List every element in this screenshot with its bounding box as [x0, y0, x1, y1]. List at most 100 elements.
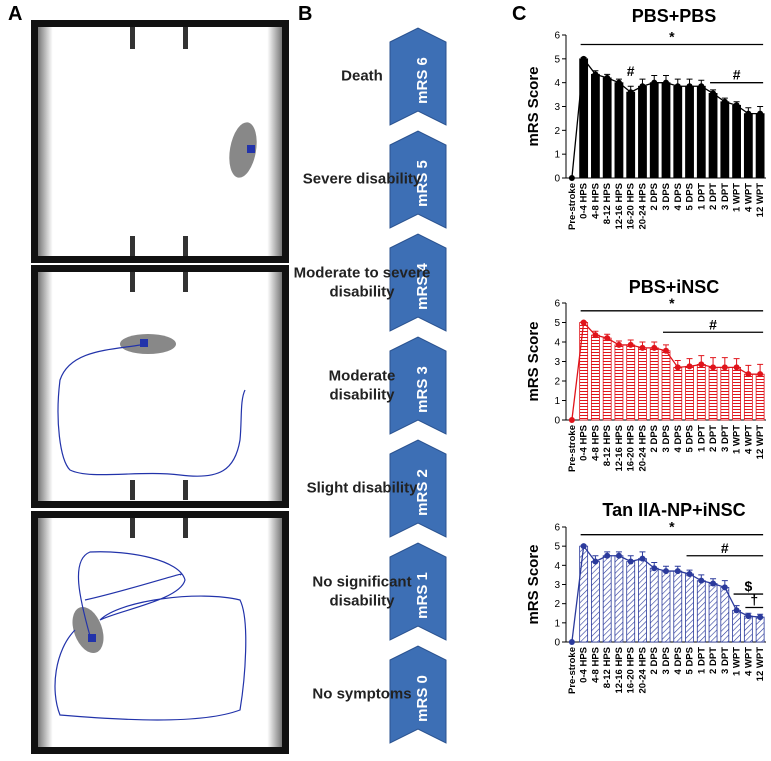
y-axis-label: mRS Score [525, 321, 542, 401]
x-tick-label: 16-20 HPS [626, 647, 637, 693]
y-tick-label: 2 [554, 599, 560, 610]
point [580, 319, 587, 326]
point [592, 558, 599, 565]
x-tick-label: 3 DPT [720, 183, 731, 210]
point [710, 90, 717, 97]
point [568, 417, 575, 423]
point [698, 577, 705, 584]
point [639, 344, 646, 351]
x-tick-label: 5 DPS [685, 183, 696, 210]
bar [696, 85, 706, 179]
y-axis-label: mRS Score [525, 66, 542, 146]
y-tick-label: 1 [554, 618, 560, 629]
x-tick-label: 12 WPT [755, 183, 766, 218]
point [757, 371, 764, 378]
x-tick-label: Pre-stroke [567, 647, 578, 694]
significance-mark: * [669, 519, 675, 535]
photo-1 [31, 20, 289, 263]
bar [638, 347, 647, 421]
x-tick-label: 1 DPT [696, 183, 707, 210]
bar [626, 561, 636, 643]
bar [732, 609, 741, 643]
point [639, 555, 646, 562]
point [568, 175, 575, 181]
x-tick-label: 8-12 HPS [602, 183, 613, 224]
significance-mark: * [669, 29, 675, 45]
bar [649, 567, 659, 643]
scale-chevron [389, 439, 447, 538]
point [757, 110, 764, 117]
point [686, 83, 693, 90]
bar [649, 347, 659, 421]
bar [673, 85, 683, 179]
y-tick-label: 6 [554, 31, 560, 42]
point [721, 584, 728, 591]
x-tick-label: 4 WPT [743, 183, 754, 212]
panel-label: B [298, 3, 312, 25]
scale-grade: mRS 2 [414, 469, 431, 516]
bar [591, 73, 600, 179]
point [721, 364, 728, 371]
bar [626, 91, 636, 179]
y-tick-label: 3 [554, 357, 560, 368]
significance-mark: # [627, 63, 635, 79]
bar [579, 322, 589, 421]
bar [720, 366, 730, 421]
photo-3 [31, 511, 289, 754]
chart-title: PBS+iNSC [629, 277, 720, 297]
point [733, 364, 740, 371]
point [733, 102, 740, 109]
bar [591, 334, 600, 421]
scale-grade: mRS 5 [414, 160, 431, 207]
point [604, 74, 611, 81]
bar [626, 344, 636, 421]
point [604, 552, 611, 559]
x-tick-label: 2 DPS [649, 647, 660, 674]
y-tick-label: 5 [554, 542, 560, 553]
x-tick-label: 2 DPT [708, 183, 719, 210]
significance-mark: # [721, 540, 729, 556]
chart-title: Tan IIA-NP+iNSC [602, 500, 745, 520]
significance-mark: $ [744, 578, 752, 594]
bar [673, 570, 683, 643]
point [745, 110, 752, 117]
bar [720, 586, 730, 643]
point [745, 613, 752, 620]
scale-description: Slight disability [307, 480, 419, 497]
point [592, 71, 599, 78]
bar [661, 570, 671, 643]
scale-description: Death [341, 68, 383, 85]
x-tick-label: 4 DPS [673, 425, 684, 452]
x-tick-label: 12-16 HPS [614, 647, 625, 693]
significance-mark: * [669, 295, 675, 311]
x-tick-label: 8-12 HPS [602, 647, 613, 688]
x-tick-label: 3 DPT [720, 647, 731, 674]
point [663, 347, 669, 354]
panel-label: A [8, 3, 22, 25]
x-tick-label: 4 DPS [673, 183, 684, 210]
x-tick-label: 1 DPT [696, 425, 707, 452]
x-tick-label: 8-12 HPS [602, 425, 613, 466]
y-tick-label: 6 [554, 523, 560, 534]
scale-description: Severe disability [303, 171, 422, 188]
point [674, 83, 681, 90]
x-tick-label: 20-24 HPS [637, 425, 648, 471]
point [615, 341, 622, 348]
x-tick-label: 0-4 HPS [579, 183, 590, 219]
bar [602, 337, 612, 421]
bar [638, 558, 647, 643]
x-tick-label: 4 DPS [673, 647, 684, 674]
y-tick-label: 6 [554, 299, 560, 310]
x-tick-label: 3 DPS [661, 425, 672, 452]
point [663, 79, 669, 86]
bar [638, 85, 647, 179]
bar [602, 77, 612, 179]
bar [614, 82, 624, 179]
point [674, 568, 681, 575]
bar [732, 104, 741, 179]
panel-label: C [512, 3, 526, 25]
point [698, 361, 705, 368]
y-tick-label: 4 [554, 338, 560, 349]
bar [720, 101, 730, 179]
bar [743, 615, 753, 643]
